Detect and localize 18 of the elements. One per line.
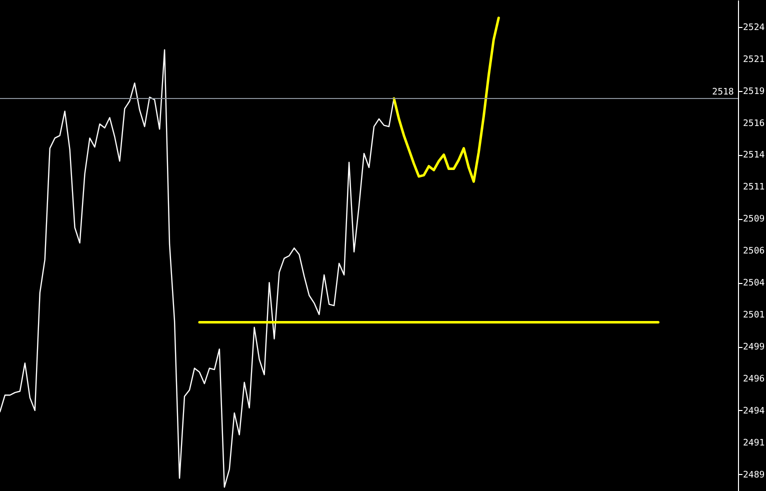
y-tick-label: 2509 [743, 214, 765, 225]
ref-line-label: 2518 [712, 87, 734, 98]
line-series [0, 49, 395, 488]
line-series [392, 16, 500, 183]
y-tick-label: 2504 [743, 278, 765, 289]
y-tick-label: 2501 [743, 310, 765, 321]
y-tick-label: 2506 [743, 246, 765, 257]
y-tick-label: 2516 [743, 118, 765, 129]
y-tick-label: 2489 [743, 470, 765, 480]
y-tick-label: 2491 [743, 438, 765, 448]
y-tick-label: 2494 [743, 406, 765, 416]
y-tick-label: 2499 [743, 342, 765, 353]
y-tick-label: 2511 [743, 182, 765, 193]
y-tick-label: 2496 [743, 374, 765, 384]
y-tick-label: 2519 [743, 86, 765, 97]
y-tick-label: 2521 [743, 54, 765, 65]
y-tick-label: 2524 [743, 22, 765, 33]
y-tick-label: 2514 [743, 150, 765, 161]
